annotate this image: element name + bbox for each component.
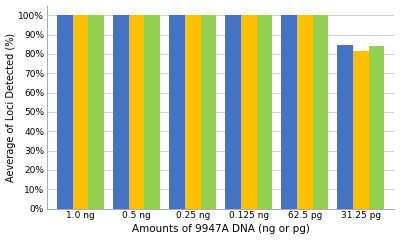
Bar <box>113 15 129 209</box>
Bar <box>144 15 160 209</box>
Bar <box>129 15 144 209</box>
Bar <box>225 15 241 209</box>
Bar <box>88 15 104 209</box>
Bar <box>369 46 384 209</box>
Bar <box>169 15 185 209</box>
Bar <box>241 15 256 209</box>
Y-axis label: Aeverage of Loci Detected (%): Aeverage of Loci Detected (%) <box>6 32 16 182</box>
Bar <box>353 51 369 209</box>
Bar <box>256 15 272 209</box>
X-axis label: Amounts of 9947A DNA (ng or pg): Amounts of 9947A DNA (ng or pg) <box>132 224 310 234</box>
Bar <box>73 15 88 209</box>
Bar <box>281 15 297 209</box>
Bar <box>185 15 200 209</box>
Bar <box>297 15 313 209</box>
Bar <box>313 15 328 209</box>
Bar <box>57 15 73 209</box>
Bar <box>337 45 353 209</box>
Bar <box>200 15 216 209</box>
